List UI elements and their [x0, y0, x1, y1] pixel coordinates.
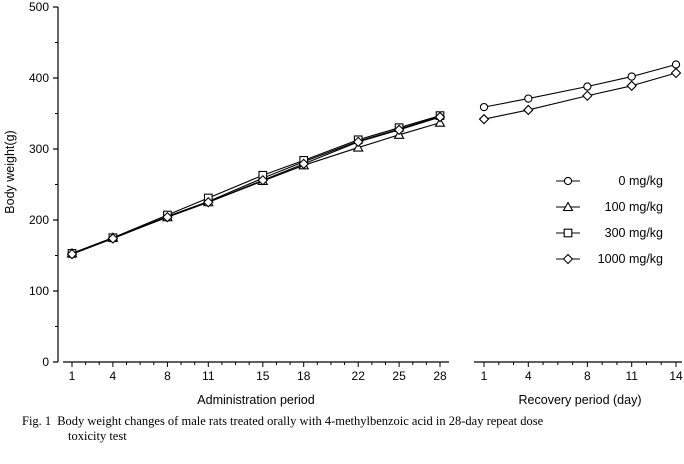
recovery-point-0-mg-kg-14	[671, 60, 681, 69]
administration-point-1000-mg-kg-28	[434, 111, 446, 123]
recovery-x-tick-label-14: 14	[669, 369, 683, 383]
recovery-point-1000-mg-kg-1	[478, 113, 490, 125]
legend-item-1000-mg-kg: 1000 mg/kg	[556, 252, 663, 266]
y-tick-label-200: 200	[29, 213, 49, 227]
administration-x-tick-label-8: 8	[164, 369, 171, 383]
administration-series-1000-mg-kg	[66, 111, 446, 260]
administration-point-1000-mg-kg-22	[352, 136, 364, 148]
series-layer	[66, 60, 682, 260]
administration-x-tick-label-22: 22	[352, 369, 366, 383]
administration-line-1000-mg-kg	[71, 116, 441, 255]
y-tick-label-0: 0	[42, 355, 49, 369]
recovery-line-0-mg-kg	[483, 63, 677, 108]
recovery-point-0-mg-kg-1	[479, 102, 489, 112]
administration-point-1000-mg-kg-11	[203, 196, 214, 208]
recovery-x-axis-title: Recovery period (day)	[519, 393, 642, 407]
recovery-series-1000-mg-kg	[478, 67, 682, 125]
recovery-x-tick-label-11: 11	[625, 369, 638, 383]
recovery-point-1000-mg-kg-4	[523, 104, 534, 116]
administration-x-tick-label-18: 18	[297, 369, 311, 383]
administration-point-1000-mg-kg-1	[66, 248, 78, 260]
administration-point-1000-mg-kg-25	[393, 124, 405, 136]
recovery-x-tick-label-1: 1	[481, 369, 488, 383]
administration-x-tick-label-1: 1	[69, 369, 76, 383]
administration-x-tick-label-25: 25	[392, 369, 406, 383]
administration-line-100-mg-kg	[71, 122, 441, 254]
y-tick-label-300: 300	[29, 142, 49, 156]
administration-series-100-mg-kg	[66, 117, 446, 258]
recovery-point-1000-mg-kg-8	[582, 90, 593, 102]
legend-marker-0-mg-kg	[563, 176, 573, 186]
administration-x-tick-label-28: 28	[433, 369, 447, 383]
administration-x-tick-label-15: 15	[256, 369, 270, 383]
y-tick-label-100: 100	[29, 284, 49, 298]
legend-item-300-mg-kg: 300 mg/kg	[556, 226, 663, 240]
y-tick-label-500: 500	[29, 0, 49, 14]
recovery-point-1000-mg-kg-14	[670, 67, 682, 79]
caption-line-2: toxicity test	[68, 429, 127, 443]
recovery-x-tick-label-8: 8	[584, 369, 591, 383]
administration-point-1000-mg-kg-8	[162, 211, 173, 223]
caption-fig-label: Fig. 1	[22, 414, 52, 428]
administration-point-1000-mg-kg-4	[107, 233, 119, 244]
legend-label-300-mg-kg: 300 mg/kg	[605, 226, 663, 240]
administration-point-1000-mg-kg-15	[257, 174, 269, 186]
y-tick-label-400: 400	[29, 71, 49, 85]
legend-marker-100-mg-kg	[562, 201, 574, 212]
recovery-line-1000-mg-kg	[483, 72, 677, 120]
recovery-point-0-mg-kg-4	[524, 94, 533, 103]
y-axis-title: Body weight(g)	[3, 130, 17, 213]
legend-label-100-mg-kg: 100 mg/kg	[605, 200, 663, 214]
recovery-x-tick-label-4: 4	[525, 369, 532, 383]
legend: 0 mg/kg 100 mg/kg 300 mg/kg 1000 mg/kg	[556, 174, 663, 266]
legend-item-0-mg-kg: 0 mg/kg	[556, 174, 663, 188]
legend-label-0-mg-kg: 0 mg/kg	[619, 174, 664, 188]
administration-series-0-mg-kg	[67, 112, 445, 259]
recovery-point-1000-mg-kg-11	[626, 80, 637, 92]
recovery-point-0-mg-kg-8	[583, 82, 592, 91]
recovery-series-0-mg-kg	[479, 60, 681, 112]
legend-label-1000-mg-kg: 1000 mg/kg	[598, 252, 663, 266]
figure-caption: Fig. 1 Body weight changes of male rats t…	[22, 414, 672, 444]
legend-marker-1000-mg-kg	[562, 253, 574, 265]
legend-marker-300-mg-kg	[563, 228, 573, 238]
administration-x-axis-title: Administration period	[197, 393, 314, 407]
administration-x-tick-label-4: 4	[110, 369, 117, 383]
administration-point-1000-mg-kg-18	[298, 158, 309, 170]
caption-line-1: Body weight changes of male rats treated…	[57, 414, 544, 428]
recovery-point-0-mg-kg-11	[627, 72, 636, 81]
administration-x-tick-label-11: 11	[202, 369, 215, 383]
legend-item-100-mg-kg: 100 mg/kg	[556, 200, 663, 214]
